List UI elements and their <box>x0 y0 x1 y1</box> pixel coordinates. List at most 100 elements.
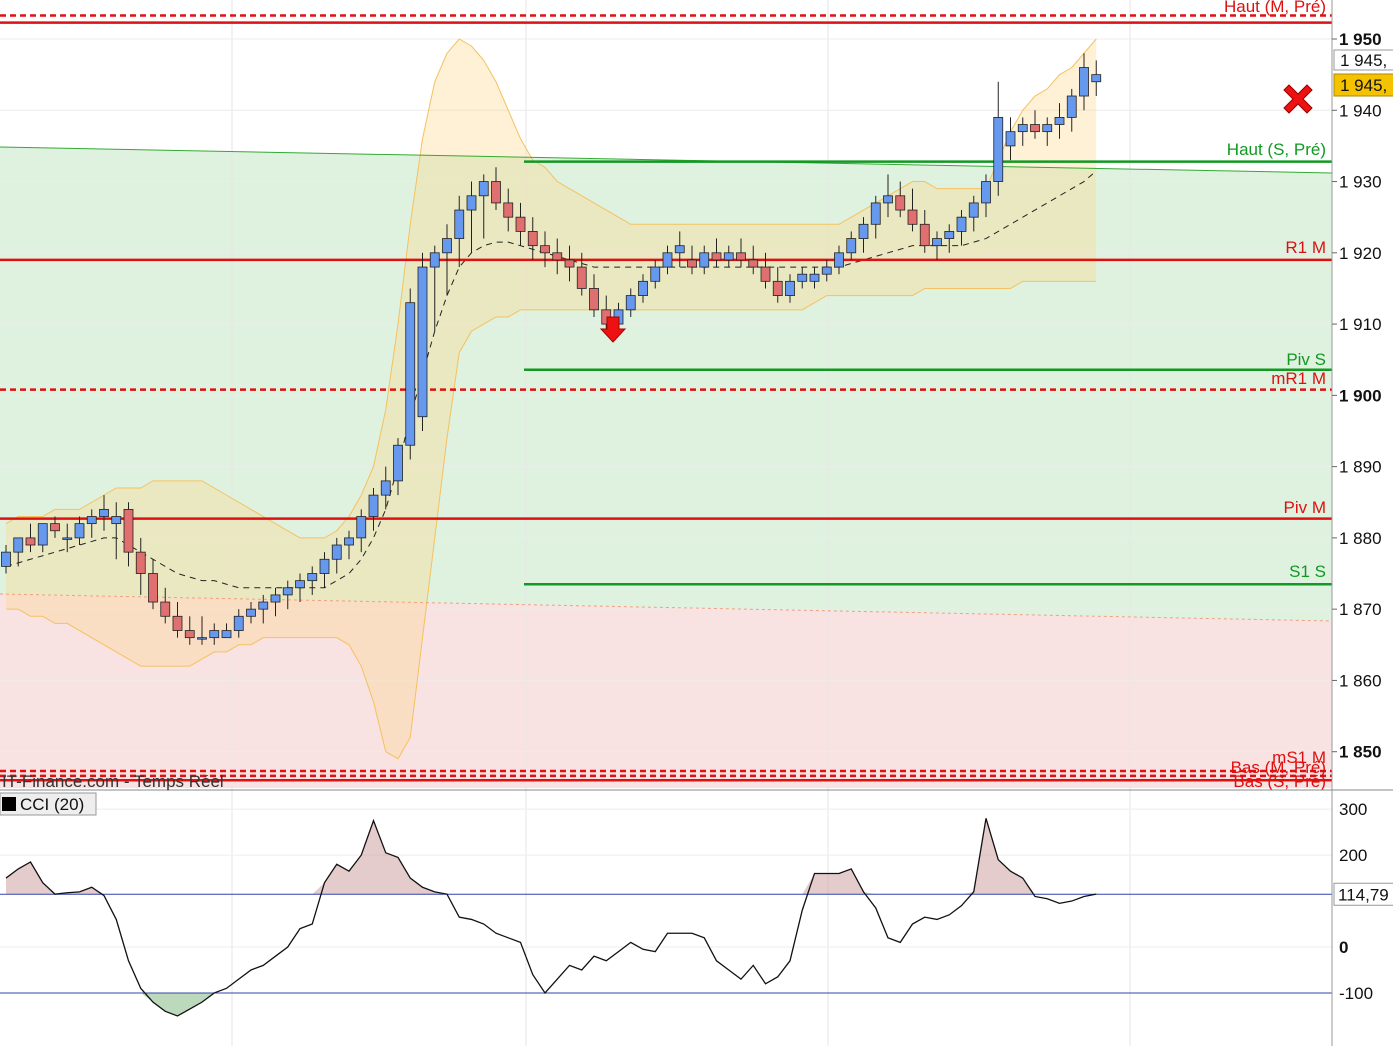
candle-body <box>307 573 318 582</box>
candle-body <box>62 537 73 540</box>
lower-trendline <box>0 593 1333 622</box>
axis-background <box>1332 0 1393 788</box>
candle-body <box>846 238 857 254</box>
level-label: Haut (M, Pré) <box>1224 0 1326 16</box>
candle-body <box>1017 124 1028 133</box>
axis-tick-label: 1 940 <box>1339 101 1382 120</box>
candle-body <box>13 537 24 553</box>
candle-body <box>221 630 232 639</box>
trend-lines <box>0 146 1333 622</box>
axis-tick-label: 1 860 <box>1339 671 1382 690</box>
candle-body <box>748 259 759 268</box>
cci-axis-tick-label: -100 <box>1339 984 1373 1003</box>
axis-tick-label: 1 890 <box>1339 458 1382 477</box>
candle-body <box>527 231 538 247</box>
candle-body <box>956 216 967 232</box>
axis-tick-label: 1 950 <box>1339 30 1382 49</box>
candles <box>1 53 1102 645</box>
cci-legend-title: CCI (20) <box>20 795 84 814</box>
zones <box>0 147 1332 788</box>
support-zone <box>0 147 1332 621</box>
resistance-zone <box>0 594 1332 788</box>
candle-body <box>25 537 36 546</box>
candle-body <box>687 259 697 268</box>
candle-body <box>895 195 906 211</box>
candle-body <box>270 594 281 603</box>
axis-tick-label: 1 930 <box>1339 173 1382 192</box>
candle-body <box>356 516 367 539</box>
down-arrow-icon <box>599 316 627 343</box>
candle-body <box>760 266 771 282</box>
level-label: R1 M <box>1285 238 1326 257</box>
candle-body <box>184 630 195 639</box>
candle-body <box>699 252 710 268</box>
level-label: mS1 M <box>1272 748 1326 767</box>
candle-body <box>135 551 146 574</box>
candle-body <box>993 116 1004 182</box>
candle-body <box>86 516 97 525</box>
watermark: IT-Finance.com - Temps Réel <box>2 772 224 791</box>
candle-body <box>650 266 661 282</box>
markers <box>599 84 1313 343</box>
candle-body <box>1054 116 1065 125</box>
candle-body <box>380 480 391 496</box>
axis-tick-label: 1 900 <box>1339 386 1382 405</box>
candle-body <box>589 288 599 311</box>
bollinger-fill <box>6 39 1097 759</box>
candle-body <box>540 245 550 254</box>
candle-body <box>282 587 293 596</box>
candle-body <box>1 551 11 567</box>
candle-body <box>515 216 526 232</box>
close-signal-icon <box>1283 84 1313 114</box>
candle-body <box>123 508 134 553</box>
candle-body <box>932 238 942 247</box>
level-label: S1 S <box>1289 562 1326 581</box>
axis-tick-label: 1 870 <box>1339 600 1382 619</box>
candle-body <box>319 558 330 574</box>
candle-body <box>638 280 648 296</box>
candle-body <box>197 637 207 640</box>
candle-body <box>1030 124 1040 133</box>
axis-tick-label: 1 880 <box>1339 529 1382 548</box>
candle-body <box>50 523 60 532</box>
candle-body <box>821 266 832 275</box>
candle-body <box>870 202 881 225</box>
candle-body <box>417 266 428 418</box>
candle-body <box>454 209 465 239</box>
axis-tick-label: 1 850 <box>1339 743 1382 762</box>
candle-body <box>99 508 109 517</box>
candle-body <box>368 494 379 517</box>
candle-body <box>331 544 342 560</box>
candle-body <box>1042 124 1053 133</box>
candle-body <box>772 280 783 296</box>
candle-body <box>405 302 416 446</box>
candle-body <box>711 252 722 261</box>
candle-body <box>797 273 808 282</box>
candle-body <box>37 523 48 546</box>
cci-line <box>5 818 1097 1017</box>
bollinger-bands <box>5 38 1097 760</box>
candle-body <box>246 608 256 617</box>
cci-panel: CCI (20) 300 200 0 -100 114,79 <box>0 789 1393 1046</box>
candle-body <box>148 573 158 603</box>
cci-axis-tick-label: 200 <box>1339 846 1367 865</box>
axis-tick-label: 1 920 <box>1339 244 1382 263</box>
last-price-box <box>1333 49 1393 71</box>
candle-body <box>1091 74 1102 83</box>
candle-body <box>907 209 918 225</box>
candle-body <box>393 444 403 482</box>
candle-body <box>662 252 673 268</box>
level-label: Piv S <box>1286 350 1326 369</box>
candle-body <box>968 202 979 218</box>
candle-body <box>111 516 122 525</box>
candle-body <box>478 181 489 197</box>
cci-axis-tick-label: 0 <box>1339 938 1348 957</box>
candle-body <box>919 223 930 247</box>
current-price-box <box>1333 73 1393 97</box>
candle-body <box>723 252 734 261</box>
candle-body <box>858 223 869 239</box>
candle-body <box>736 252 746 261</box>
level-label: Piv M <box>1284 498 1327 517</box>
